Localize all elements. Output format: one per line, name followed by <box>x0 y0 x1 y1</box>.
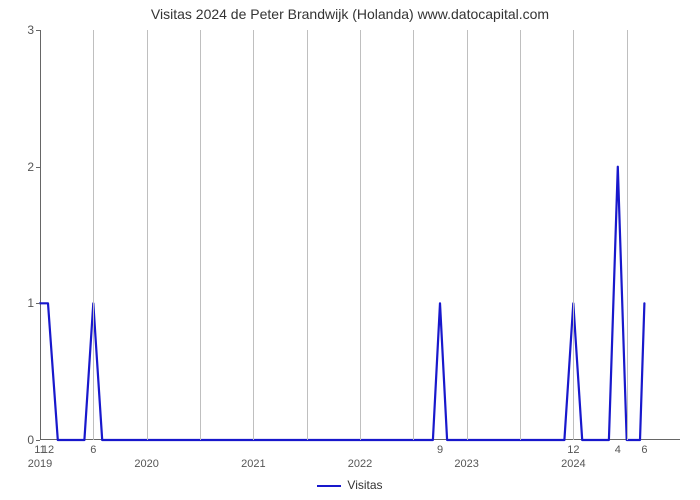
y-tick <box>36 440 40 441</box>
x-gridline <box>520 30 521 440</box>
y-tick <box>36 30 40 31</box>
x-year-label: 2021 <box>241 458 265 470</box>
chart-container: Visitas 2024 de Peter Brandwijk (Holanda… <box>0 0 700 500</box>
x-gridline <box>573 30 574 440</box>
x-year-label: 2024 <box>561 458 585 470</box>
y-tick-label: 1 <box>0 296 34 310</box>
y-tick-label: 3 <box>0 23 34 37</box>
x-gridline <box>627 30 628 440</box>
y-tick <box>36 303 40 304</box>
x-month-label: 9 <box>437 444 443 456</box>
x-gridline <box>253 30 254 440</box>
x-month-label: 4 <box>615 444 621 456</box>
x-gridline <box>93 30 94 440</box>
legend-label: Visitas <box>347 478 382 492</box>
x-gridline <box>307 30 308 440</box>
x-gridline <box>467 30 468 440</box>
legend-swatch <box>317 485 341 487</box>
x-gridline <box>147 30 148 440</box>
x-year-label: 2022 <box>348 458 372 470</box>
x-year-label: 2019 <box>28 458 52 470</box>
x-gridline <box>360 30 361 440</box>
x-month-label: 12 <box>42 444 54 456</box>
x-month-label: 12 <box>567 444 579 456</box>
x-month-label: 6 <box>90 444 96 456</box>
x-year-label: 2023 <box>454 458 478 470</box>
x-gridline <box>200 30 201 440</box>
y-tick-label: 2 <box>0 160 34 174</box>
y-tick-label: 0 <box>0 433 34 447</box>
x-year-label: 2020 <box>134 458 158 470</box>
x-month-label: 6 <box>641 444 647 456</box>
x-gridline <box>413 30 414 440</box>
chart-title: Visitas 2024 de Peter Brandwijk (Holanda… <box>0 6 700 22</box>
y-tick <box>36 167 40 168</box>
legend: Visitas <box>0 478 700 492</box>
